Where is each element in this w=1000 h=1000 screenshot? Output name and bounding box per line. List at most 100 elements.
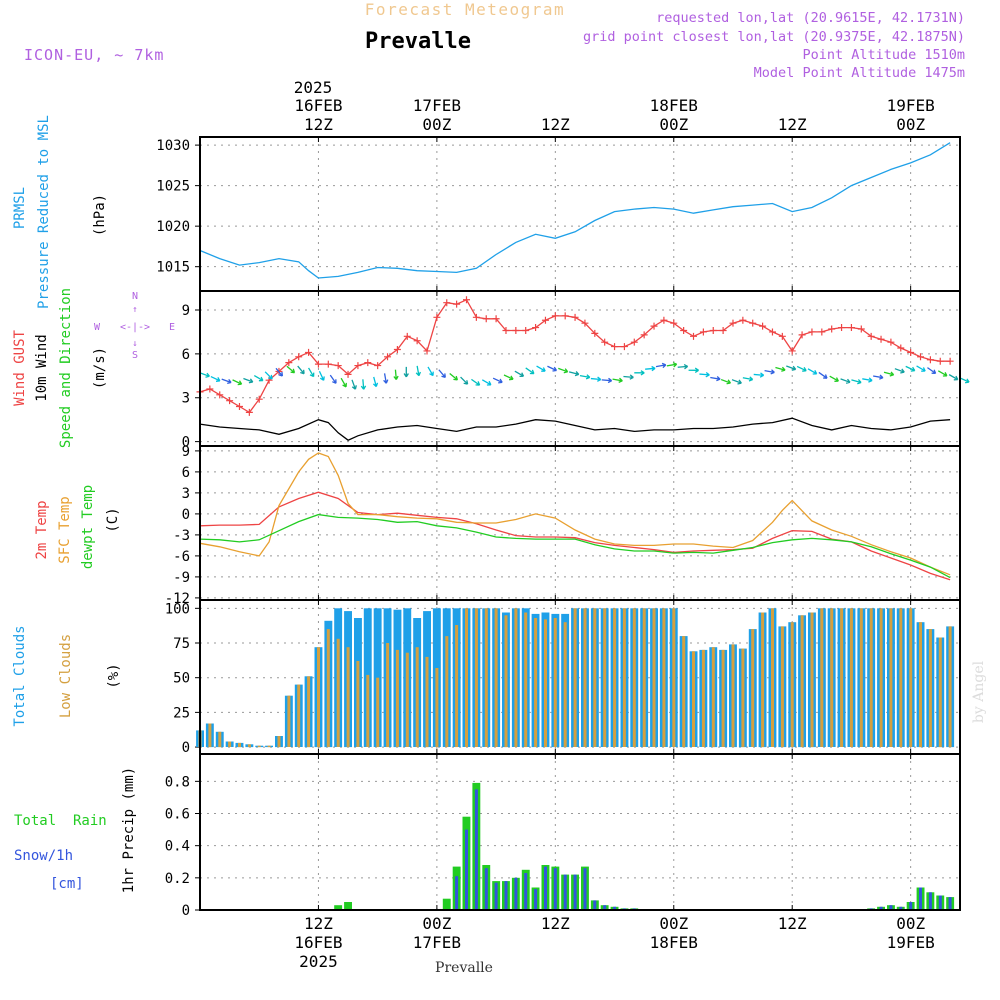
wind-arrow [829, 375, 839, 382]
wind-arrow [851, 379, 862, 385]
bar-inner [563, 622, 567, 748]
bar-inner [761, 612, 765, 748]
prmsl-label: PRMSL [12, 187, 28, 229]
gust-point [907, 348, 915, 356]
wind-arrow [894, 368, 905, 374]
location-title: Prevalle [365, 29, 471, 54]
gust-point [838, 324, 846, 332]
bar-inner [317, 647, 320, 748]
total-clouds-label: Total Clouds [12, 625, 28, 726]
gust-point [601, 338, 609, 346]
bar-inner [622, 608, 626, 747]
gust-point [611, 343, 619, 351]
bar-inner [553, 618, 557, 747]
wind-dir-label: Speed and Direction [58, 288, 74, 448]
bar-inner [395, 649, 399, 747]
wind-arrow [786, 365, 797, 371]
gust-point [561, 312, 569, 320]
gust-point [897, 344, 905, 352]
wind-arrow [547, 365, 558, 372]
bar-inner [948, 626, 952, 748]
bar-inner [938, 637, 942, 748]
gust-point [690, 332, 698, 340]
top-date-label: 18FEB [650, 96, 698, 115]
precip-unit-label: 1hr Precip (mm) [121, 767, 137, 893]
bar-inner [534, 889, 538, 910]
gust-point [877, 335, 885, 343]
gust-label: Wind GUST [12, 330, 28, 406]
gust-point [541, 316, 549, 324]
bottom-hour-label: 12Z [304, 914, 333, 933]
bar-inner [662, 608, 666, 747]
bar-inner [642, 608, 646, 747]
gust-point [729, 319, 737, 327]
bar-inner [573, 874, 577, 910]
gust-point [581, 319, 589, 327]
wind-arrow [645, 365, 656, 372]
gust-point [946, 357, 954, 365]
snow-unit-label: [cm] [50, 876, 84, 892]
wind-arrow [699, 371, 710, 378]
wind-arrow [383, 373, 389, 384]
wind-arrow [264, 371, 273, 380]
wind-arrow [449, 372, 459, 381]
compass-e: E [169, 322, 175, 333]
wind-arrow [492, 377, 503, 384]
panel-frame [199, 599, 961, 755]
bar-inner [356, 661, 360, 747]
bar-inner [346, 647, 350, 748]
wind-arrow [275, 367, 284, 377]
gust-point [926, 356, 934, 364]
wind-arrow [297, 365, 305, 375]
gust-point [719, 326, 727, 334]
panel-3: -12 -9 -6 -3 0 3 6 9 [165, 444, 961, 607]
compass-s: S [132, 350, 138, 361]
gust-point [245, 408, 253, 416]
bar-inner [376, 677, 380, 748]
gust-point [206, 385, 214, 393]
bar-inner [336, 638, 340, 747]
bar-inner [287, 695, 291, 747]
gust-point [384, 353, 392, 361]
panels: 10151020102510300369-12-9-6-303690255075… [156, 136, 970, 919]
wind-arrow [720, 378, 732, 385]
bar-inner [435, 668, 439, 748]
bar-inner [297, 684, 301, 747]
gust-point [226, 397, 234, 405]
ytick-label: 9 [182, 444, 190, 460]
ytick-label: 0 [182, 507, 190, 523]
wind-arrow [286, 365, 296, 374]
gust-point [413, 337, 421, 345]
bar-inner [879, 608, 883, 747]
wind-arrow [558, 367, 569, 374]
bar-inner [307, 676, 311, 748]
gust-point [354, 362, 362, 370]
bar-inner [899, 906, 903, 910]
ytick-label: -3 [173, 528, 190, 544]
gust-point [482, 315, 490, 323]
top-hour-label: 00Z [422, 115, 451, 134]
wind-arrow [503, 374, 514, 381]
ytick-label: 3 [182, 391, 190, 407]
ytick-label: 25 [173, 705, 190, 721]
gust-point [364, 359, 372, 367]
bar-inner [859, 608, 863, 747]
wind-arrow [329, 374, 337, 384]
gust-point [660, 316, 668, 324]
bar-inner [445, 636, 449, 748]
ytick-label: 1030 [156, 138, 190, 154]
wind-arrow [927, 367, 937, 375]
wind-arrow [360, 379, 367, 390]
bar-inner [247, 744, 251, 748]
wind-arrow [937, 370, 948, 377]
wind-arrow [612, 377, 623, 383]
bar-inner [849, 608, 853, 747]
wind-arrow [688, 367, 699, 373]
gust-point [847, 324, 855, 332]
gust-point [305, 348, 313, 356]
gust-point [709, 326, 717, 334]
ytick-label: -9 [173, 570, 190, 586]
temp-label-group: 2m Temp SFC Temp dewpt Temp (C) [34, 485, 121, 569]
bar-inner [909, 608, 913, 747]
wind-arrow [862, 377, 873, 383]
